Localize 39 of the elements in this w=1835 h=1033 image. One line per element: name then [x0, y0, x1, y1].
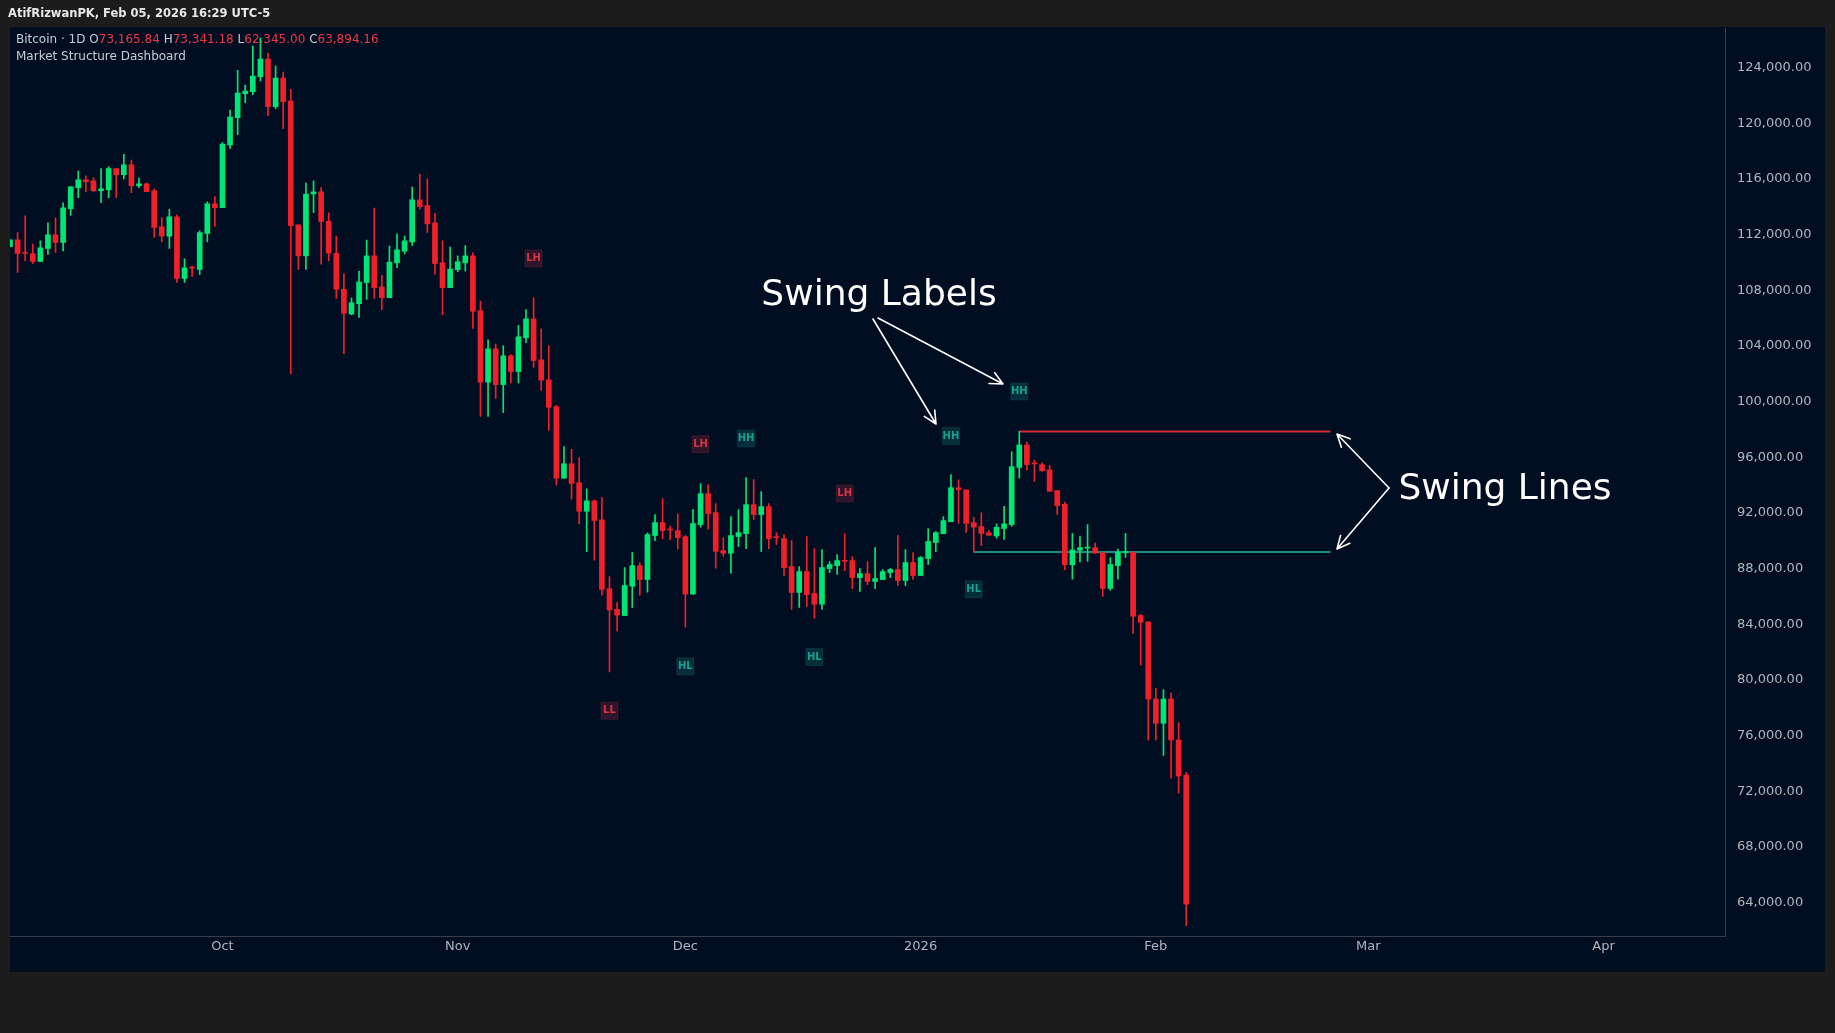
text: AtifRizwanPK, Feb 05, 2026 16:29 UTC-5 [8, 6, 271, 20]
y-tick-label: 124,000.00 [1737, 59, 1812, 75]
data-label: LH [526, 251, 541, 263]
y-tick-label: 100,000.00 [1737, 393, 1812, 409]
y-tick-label: 84,000.00 [1737, 615, 1804, 631]
data-label: LL [603, 704, 617, 716]
text: Market Structure Dashboard [16, 48, 187, 65]
data-label: LH [837, 486, 853, 498]
data-label: HH [942, 429, 960, 441]
data-label: HL [678, 659, 694, 671]
annotation: O73,165.84 H73,341.18 L62,345.00 C63,894.16 [89, 32, 379, 46]
data-label: LH [693, 437, 708, 449]
y-tick-label: 92,000.00 [1737, 504, 1804, 520]
data-label: HH [737, 432, 755, 444]
x-tick-label: Nov [445, 938, 471, 954]
data-label: HL [807, 650, 823, 662]
y-tick-label: 116,000.00 [1737, 170, 1812, 186]
annotation: Swing Lines [1398, 466, 1612, 508]
y-tick-label: 72,000.00 [1737, 782, 1804, 798]
x-tick-label: Feb [1144, 938, 1168, 954]
y-tick-label: 104,000.00 [1737, 337, 1812, 353]
y-tick-label: 112,000.00 [1737, 226, 1812, 242]
y-tick-label: 88,000.00 [1737, 560, 1804, 576]
x-tick-label: Dec [672, 938, 698, 954]
chart-title: Bitcoin · 1D [16, 32, 87, 46]
x-tick-label: Oct [211, 938, 234, 954]
annotation: Swing Labels [761, 272, 997, 314]
y-tick-label: 80,000.00 [1737, 671, 1804, 687]
x-tick-label: 2026 [904, 938, 938, 954]
y-tick-label: 120,000.00 [1737, 114, 1812, 130]
y-tick-label: 64,000.00 [1737, 893, 1804, 909]
y-tick-label: 96,000.00 [1737, 448, 1804, 464]
data-label: HH [1010, 385, 1028, 397]
x-tick-label: Mar [1356, 938, 1382, 954]
y-tick-label: 68,000.00 [1737, 838, 1804, 854]
y-tick-label: 76,000.00 [1737, 727, 1804, 743]
x-tick-label: Apr [1592, 938, 1616, 954]
y-tick-label: 108,000.00 [1737, 281, 1812, 297]
data-label: HL [966, 582, 982, 594]
